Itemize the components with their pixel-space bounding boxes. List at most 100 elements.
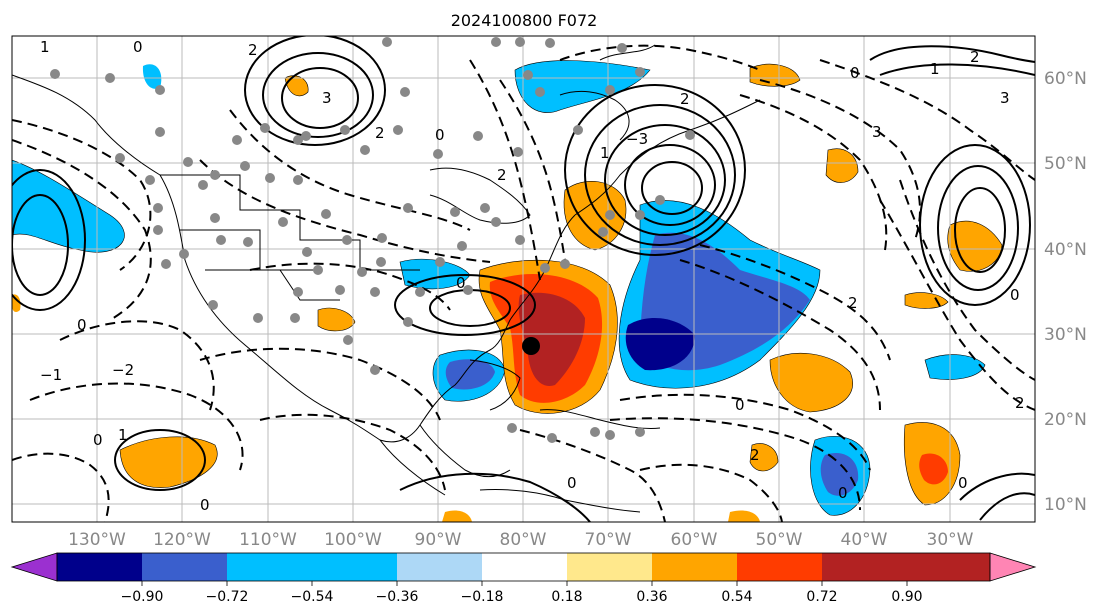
positive-anomaly-region: [904, 292, 949, 309]
colorbar-tick-label: 0.36: [636, 589, 667, 605]
contour-label: 1: [40, 38, 50, 56]
contour-label: 2: [970, 48, 980, 66]
contour-label: 2: [1015, 394, 1025, 412]
colorbar-segment: [567, 553, 652, 581]
contour-label: 0: [133, 38, 143, 56]
colorbar-segment: [822, 553, 907, 581]
contour-label: 0: [958, 474, 968, 492]
positive-anomaly-region: [317, 307, 356, 332]
longitude-label: 70°W: [585, 530, 632, 550]
contour-label: 2: [248, 41, 258, 59]
longitude-label: 30°W: [927, 530, 974, 550]
colorbar: [10, 552, 1037, 586]
positive-anomaly-region: [518, 292, 585, 386]
colorbar-segment: [397, 553, 482, 581]
colorbar-tick-label: 0.90: [891, 589, 922, 605]
positive-anomaly-region: [119, 436, 218, 488]
latitude-axis-labels: 60°N 50°N 40°N 30°N 20°N 10°N: [1044, 69, 1087, 515]
positive-anomaly-region: [563, 181, 627, 251]
negative-anomaly-region: [12, 159, 125, 253]
longitude-axis-labels: 130°W 120°W 110°W 100°W 90°W 80°W 70°W 6…: [68, 530, 974, 550]
contour-label: 0: [456, 274, 466, 292]
contour-label: −1: [40, 366, 62, 384]
longitude-label: 130°W: [68, 530, 126, 550]
contour-label: 0: [435, 126, 445, 144]
colorbar-tick-label: 0.18: [551, 589, 582, 605]
longitude-label: 90°W: [415, 530, 462, 550]
latitude-label: 50°N: [1044, 154, 1087, 174]
colorbar-segment: [227, 553, 312, 581]
latitude-label: 40°N: [1044, 240, 1087, 260]
longitude-label: 50°W: [756, 530, 803, 550]
contour-label: 1: [600, 144, 610, 162]
latitude-label: 30°N: [1044, 325, 1087, 345]
contour-label: 0: [200, 496, 210, 514]
contour-label: −3: [626, 130, 648, 148]
colorbar-tick-label: 0.72: [806, 589, 837, 605]
colorbar-frame: [56, 552, 991, 582]
contour-label: 0: [93, 431, 103, 449]
colorbar-segment: [907, 553, 990, 581]
contour-label: 2: [680, 90, 690, 108]
contour-label: 3: [322, 89, 332, 107]
colorbar-ticks: [141, 581, 908, 586]
colorbar-segment: [482, 553, 567, 581]
contour-label: 2: [497, 166, 507, 184]
negative-anomaly-region: [924, 354, 986, 380]
contour-label: 0: [838, 484, 848, 502]
positive-anomaly-region: [825, 148, 859, 183]
contour-label: 2: [750, 446, 760, 464]
contour-labels: 0 2 1 3 2 0 2 0 −1 −2 0 1 0 0 −3 1 2 0 1…: [40, 38, 1025, 514]
latitude-label: 10°N: [1044, 495, 1087, 515]
latitude-label: 60°N: [1044, 69, 1087, 89]
negative-anomaly-region: [142, 64, 162, 89]
contour-label: 0: [850, 64, 860, 82]
colorbar-tick-label: 0.54: [721, 589, 752, 605]
contour-label: 0: [77, 316, 87, 334]
longitude-label: 40°W: [841, 530, 888, 550]
contour-label: 0: [1010, 286, 1020, 304]
longitude-label: 120°W: [153, 530, 211, 550]
contour-label: 2: [848, 294, 858, 312]
gray-dots: [50, 37, 695, 443]
positive-anomaly-region: [919, 453, 948, 485]
contour-label: 1: [118, 426, 128, 444]
colorbar-segment: [652, 553, 737, 581]
colorbar-segment: [312, 553, 397, 581]
map-frame: [11, 35, 1036, 523]
contour-label: 3: [872, 123, 882, 141]
colorbar-segment: [142, 553, 227, 581]
colorbar-tick-label: −0.36: [376, 589, 419, 605]
colorbar-tick-label: −0.72: [206, 589, 249, 605]
colorbar-tick-label: −0.18: [461, 589, 504, 605]
latitude-label: 20°N: [1044, 410, 1087, 430]
positive-anomaly-region: [749, 443, 779, 472]
negative-anomaly-region: [820, 452, 859, 496]
storm-center-marker: [522, 337, 540, 355]
contour-label: 1: [930, 60, 940, 78]
longitude-label: 80°W: [500, 530, 547, 550]
graticule: [12, 36, 1035, 522]
colorbar-segment: [57, 553, 142, 581]
colorbar-segment: [737, 553, 822, 581]
positive-anomaly-region: [728, 510, 760, 522]
longitude-label: 110°W: [239, 530, 297, 550]
contour-label: 3: [1000, 89, 1010, 107]
positive-anomaly-region: [442, 510, 472, 522]
colorbar-extend-high: [989, 552, 1037, 582]
colorbar-extend-low: [10, 552, 58, 582]
contour-label: 0: [567, 474, 577, 492]
negative-anomaly-region: [625, 317, 695, 371]
colorbar-tick-labels: −0.90 −0.72 −0.54 −0.36 −0.18 0.18 0.36 …: [121, 589, 923, 605]
longitude-label: 60°W: [671, 530, 718, 550]
colorbar-tick-label: −0.90: [121, 589, 164, 605]
contour-label: 2: [375, 124, 385, 142]
map-title: 2024100800 F072: [451, 11, 598, 30]
coastlines: [12, 44, 761, 513]
longitude-label: 100°W: [324, 530, 382, 550]
positive-anomaly-region: [769, 352, 853, 413]
colorbar-tick-label: −0.54: [291, 589, 334, 605]
contour-label: −2: [112, 361, 134, 379]
contour-label: 0: [735, 396, 745, 414]
